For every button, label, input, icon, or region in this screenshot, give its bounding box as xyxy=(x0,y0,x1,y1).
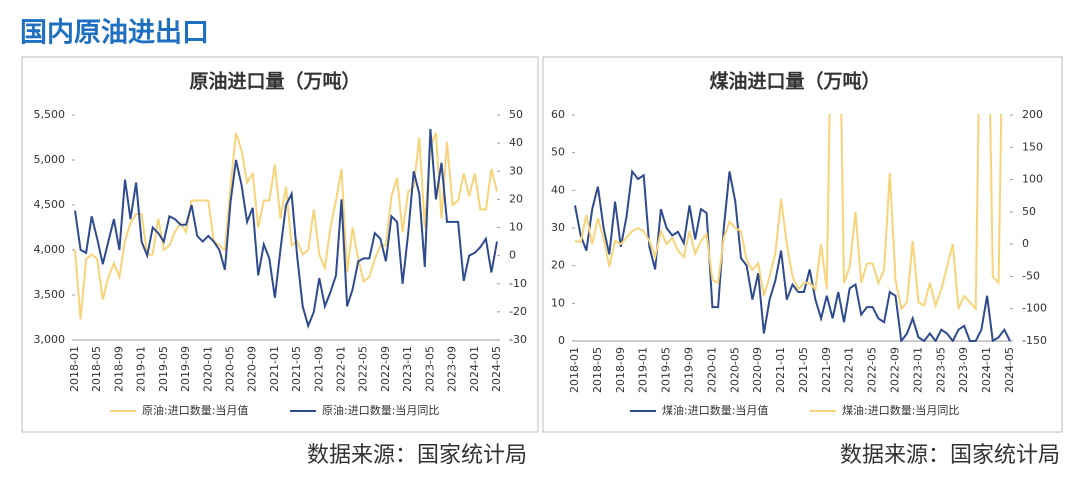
series-line xyxy=(574,114,1003,312)
y-tick-label: 3,500 xyxy=(34,288,66,301)
y2-tick-label: -20 xyxy=(509,305,527,318)
x-tick-label: 2018-09 xyxy=(614,347,627,393)
y2-tick-label: 20 xyxy=(509,192,523,205)
x-tick-label: 2020-01 xyxy=(201,346,214,392)
x-tick-label: 2018-09 xyxy=(112,346,125,392)
y-tick-label: 5,000 xyxy=(34,153,66,166)
y2-tick-label: 30 xyxy=(509,164,523,177)
x-tick-label: 2020-09 xyxy=(246,346,259,392)
y-tick-label: 0 xyxy=(558,334,565,347)
x-tick-label: 2024-01 xyxy=(468,346,481,392)
x-tick-label: 2022-05 xyxy=(357,346,370,392)
page-title: 国内原油进出口 xyxy=(20,18,209,49)
x-tick-label: 2018-01 xyxy=(68,346,81,392)
x-tick-label: 2023-09 xyxy=(446,346,459,392)
y2-tick-label: 10 xyxy=(509,221,523,234)
x-tick-label: 2022-05 xyxy=(866,347,879,393)
panel xyxy=(21,56,539,433)
chart-title: 煤油进口量（万吨） xyxy=(709,70,880,93)
y2-tick-label: -50 xyxy=(1022,269,1040,282)
y-tick-label: 50 xyxy=(551,146,565,159)
y2-tick-label: 50 xyxy=(509,108,523,121)
x-tick-label: 2018-05 xyxy=(90,346,103,392)
y2-tick-label: 0 xyxy=(509,249,516,262)
x-tick-label: 2021-01 xyxy=(774,347,787,393)
legend-label: 煤油:进口数量:当月值 xyxy=(662,403,768,417)
x-tick-label: 2021-05 xyxy=(797,347,810,393)
panel xyxy=(542,56,1063,433)
series-line xyxy=(574,168,1011,342)
y2-tick-label: 0 xyxy=(1022,237,1029,250)
y2-tick-label: -100 xyxy=(1022,302,1047,315)
y2-tick-label: -10 xyxy=(509,277,527,290)
x-tick-label: 2023-05 xyxy=(934,347,947,393)
source: 数据来源：国家统计局 xyxy=(840,443,1060,468)
y-tick-label: 3,000 xyxy=(34,333,66,346)
x-tick-label: 2019-09 xyxy=(682,347,695,393)
x-tick-label: 2022-09 xyxy=(889,347,902,393)
y-tick-label: 40 xyxy=(551,183,565,196)
x-tick-label: 2019-05 xyxy=(660,347,673,393)
x-tick-label: 2019-01 xyxy=(637,347,650,393)
y2-tick-label: 50 xyxy=(1022,205,1036,218)
chart-title: 原油进口量（万吨） xyxy=(189,70,360,93)
x-tick-label: 2024-05 xyxy=(490,346,503,392)
y-tick-label: 4,000 xyxy=(34,243,66,256)
x-tick-label: 2020-09 xyxy=(751,347,764,393)
x-tick-label: 2024-01 xyxy=(980,347,993,393)
y-tick-label: 5,500 xyxy=(34,108,66,121)
x-tick-label: 2019-01 xyxy=(135,346,148,392)
x-tick-label: 2018-05 xyxy=(591,347,604,393)
x-tick-label: 2022-09 xyxy=(379,346,392,392)
x-tick-label: 2018-01 xyxy=(568,347,581,393)
y2-tick-label: 40 xyxy=(509,136,523,149)
x-tick-label: 2020-05 xyxy=(728,347,741,393)
y-tick-label: 10 xyxy=(551,296,565,309)
x-tick-label: 2022-01 xyxy=(335,346,348,392)
y2-tick-label: -30 xyxy=(509,333,527,346)
y-tick-label: 4,500 xyxy=(34,198,66,211)
x-tick-label: 2023-01 xyxy=(401,346,414,392)
x-tick-label: 2020-01 xyxy=(705,347,718,393)
x-tick-label: 2021-09 xyxy=(820,347,833,393)
x-tick-label: 2023-09 xyxy=(957,347,970,393)
legend-label: 原油:进口数量:当月同比 xyxy=(322,403,439,417)
x-tick-label: 2023-05 xyxy=(423,346,436,392)
y-tick-label: 20 xyxy=(551,259,565,272)
series-line xyxy=(74,129,498,330)
x-tick-label: 2021-05 xyxy=(290,346,303,392)
x-tick-label: 2021-01 xyxy=(268,346,281,392)
x-tick-label: 2022-01 xyxy=(843,347,856,393)
x-tick-label: 2019-05 xyxy=(157,346,170,392)
legend-label: 原油:进口数量:当月值 xyxy=(142,403,248,417)
y2-tick-label: 100 xyxy=(1022,173,1043,186)
x-tick-label: 2024-05 xyxy=(1003,347,1016,393)
x-tick-label: 2021-09 xyxy=(312,346,325,392)
y2-tick-label: -150 xyxy=(1022,334,1047,347)
x-tick-label: 2023-01 xyxy=(911,347,924,393)
legend-label: 煤油:进口数量:当月同比 xyxy=(842,403,959,417)
source: 数据来源：国家统计局 xyxy=(307,443,527,468)
x-tick-label: 2020-05 xyxy=(223,346,236,392)
y2-tick-label: 150 xyxy=(1022,140,1043,153)
y2-tick-label: 200 xyxy=(1022,108,1043,121)
y-tick-label: 30 xyxy=(551,221,565,234)
x-tick-label: 2019-09 xyxy=(179,346,192,392)
y-tick-label: 60 xyxy=(551,108,565,121)
